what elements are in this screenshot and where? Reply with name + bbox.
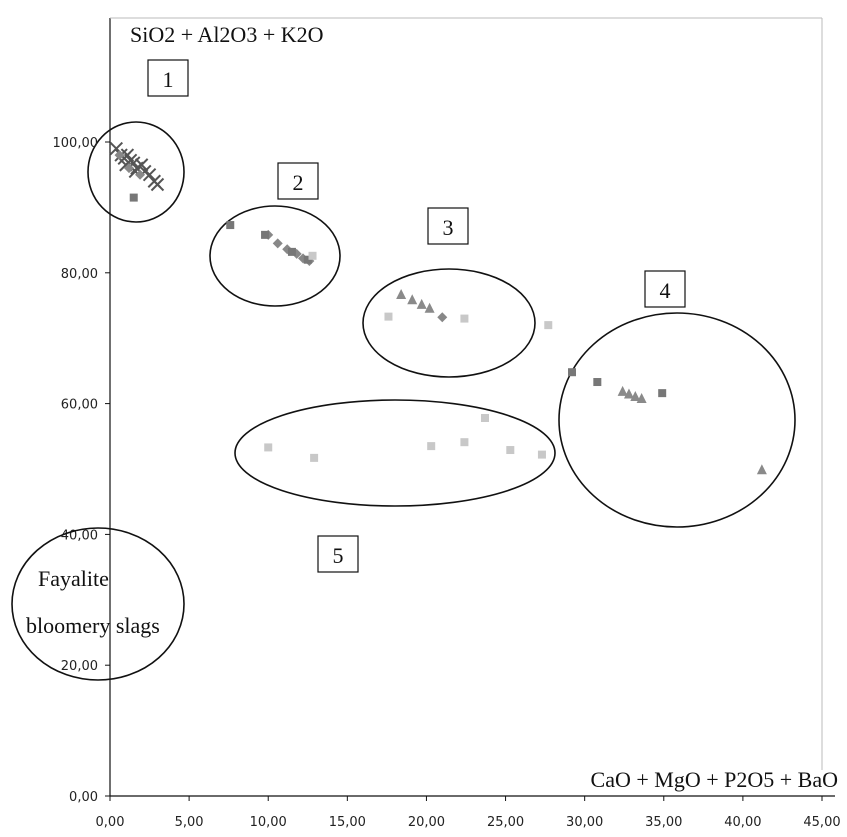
group-labels: 1 2 3 4 5 xyxy=(147,59,686,573)
group-label-box-1 xyxy=(147,59,189,97)
y-tick-label: 100,00 xyxy=(53,136,99,151)
group-label-2: 2 xyxy=(293,170,304,195)
data-point-diamond xyxy=(123,163,134,174)
x-axis-ticks: 0,00 5,00 10,00 15,00 20,00 25,00 30,00 35,00 40… xyxy=(96,796,841,830)
group-ellipse-2 xyxy=(209,205,341,307)
group-label-box-2 xyxy=(277,162,319,200)
x-tick-label: 5,00 xyxy=(175,815,204,830)
x-tick-label: 15,00 xyxy=(329,815,366,830)
data-point-triangle xyxy=(396,289,407,300)
group-ellipses xyxy=(87,121,796,528)
y-tick-label: 0,00 xyxy=(69,790,98,805)
fayalite-ellipse xyxy=(11,527,185,681)
data-point-square xyxy=(261,230,270,239)
data-point-square xyxy=(427,442,436,451)
y-axis-ticks: 0,00 20,00 40,00 60,00 80,00 100,00 xyxy=(53,136,110,805)
data-point-diamond xyxy=(114,150,125,161)
group-label-1: 1 xyxy=(163,67,174,92)
group-label-box-4 xyxy=(644,270,686,308)
data-point-triangle xyxy=(424,302,435,313)
x-tick-label: 20,00 xyxy=(408,815,445,830)
group-ellipse-1 xyxy=(87,121,185,223)
group-label-5: 5 xyxy=(333,543,344,568)
data-point-diamond xyxy=(135,169,146,180)
fayalite-label-line2: bloomery slags xyxy=(26,613,160,638)
x-axis-title: CaO + MgO + P2O5 + BaO xyxy=(591,767,838,792)
data-point-diamond xyxy=(272,238,283,249)
data-point-square xyxy=(287,247,296,256)
data-point-diamond xyxy=(437,312,448,323)
group-ellipse-3 xyxy=(362,268,536,378)
data-point-triangle xyxy=(636,393,647,404)
data-point-square xyxy=(310,453,319,462)
y-tick-label: 20,00 xyxy=(61,659,98,674)
fayalite-label-line1: Fayalite xyxy=(38,566,109,591)
x-tick-label: 40,00 xyxy=(724,815,761,830)
group-label-4: 4 xyxy=(660,278,671,303)
data-point-triangle xyxy=(623,388,634,399)
group-label-3: 3 xyxy=(443,215,454,240)
data-point-square xyxy=(226,221,235,230)
data-point-cross xyxy=(150,177,165,192)
y-tick-label: 40,00 xyxy=(61,528,98,543)
x-tick-label: 10,00 xyxy=(250,815,287,830)
group-ellipse-5 xyxy=(234,399,556,507)
data-point-square xyxy=(384,312,393,321)
y-axis-title: SiO2 + Al2O3 + K2O xyxy=(130,22,324,47)
data-point-triangle xyxy=(407,294,418,305)
x-tick-label: 25,00 xyxy=(487,815,524,830)
y-tick-label: 80,00 xyxy=(61,267,98,282)
data-point-square xyxy=(658,389,667,398)
data-point-square xyxy=(480,413,489,422)
data-point-square xyxy=(544,321,553,330)
data-point-square xyxy=(593,378,602,387)
data-point-square xyxy=(264,443,273,452)
data-points xyxy=(109,141,767,475)
data-point-triangle xyxy=(416,298,427,309)
group-label-box-5 xyxy=(317,535,359,573)
x-tick-label: 0,00 xyxy=(96,815,125,830)
data-point-square xyxy=(506,446,515,455)
data-point-square xyxy=(129,193,138,202)
data-point-cross xyxy=(142,167,157,182)
data-point-triangle xyxy=(617,385,628,396)
data-point-square xyxy=(308,251,317,260)
data-point-square xyxy=(568,368,577,377)
chart-frame xyxy=(109,17,835,797)
data-point-triangle xyxy=(630,391,641,402)
group-label-box-3 xyxy=(427,207,469,245)
x-tick-label: 35,00 xyxy=(645,815,682,830)
data-point-square xyxy=(303,255,312,264)
y-tick-label: 60,00 xyxy=(61,398,98,413)
x-tick-label: 30,00 xyxy=(566,815,603,830)
data-point-square xyxy=(537,450,546,459)
group-ellipse-4 xyxy=(558,312,796,528)
x-tick-label: 45,00 xyxy=(803,815,840,830)
data-point-triangle xyxy=(756,464,767,475)
data-point-square xyxy=(460,314,469,323)
data-point-square xyxy=(460,438,469,447)
